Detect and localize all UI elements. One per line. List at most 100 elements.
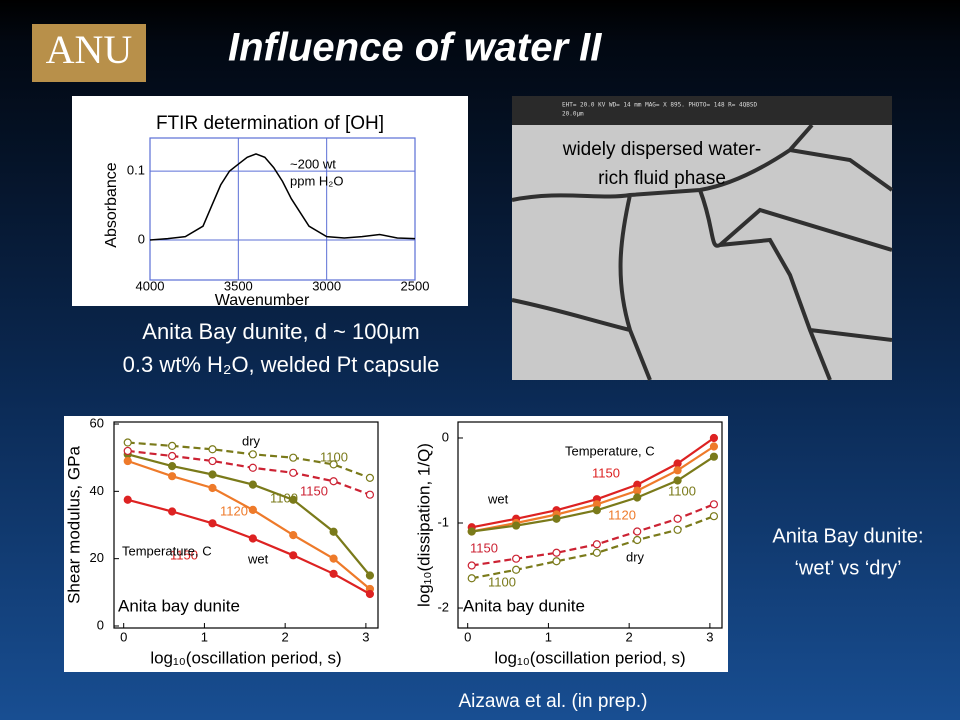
data-point	[329, 554, 338, 563]
data-point	[673, 514, 682, 523]
x-tick-label: 3000	[312, 278, 341, 293]
y-tick-label: 40	[90, 483, 104, 498]
x-tick-label: 1	[545, 629, 552, 644]
x-tick-label: 3	[706, 629, 713, 644]
sem-info-bar	[512, 96, 892, 125]
annotation: dry	[242, 433, 261, 448]
side-text: Anita Bay dunite:	[772, 525, 923, 547]
annotation: Temperature, C	[122, 543, 212, 558]
y-tick-label: 0	[138, 231, 145, 246]
annotation: 1100	[488, 574, 516, 589]
data-point	[592, 548, 601, 557]
data-point	[552, 548, 561, 557]
y-axis-label: Absorbance	[103, 162, 120, 247]
data-point	[552, 514, 561, 523]
ftir-panel	[72, 96, 468, 306]
sem-caption: rich fluid phase	[598, 168, 726, 189]
data-point	[365, 473, 375, 482]
data-point	[552, 557, 561, 566]
data-point	[123, 446, 132, 456]
data-point	[633, 486, 642, 495]
data-point	[329, 460, 338, 469]
annotation: wet	[247, 551, 269, 566]
data-point	[633, 493, 642, 502]
data-point	[467, 527, 476, 536]
plot-frame	[457, 421, 723, 629]
annotation: Anita bay dunite	[463, 596, 585, 615]
x-tick-label: 0	[464, 629, 471, 644]
data-point	[248, 505, 257, 514]
plot-title: FTIR determination of [OH]	[156, 113, 384, 134]
data-point	[467, 561, 476, 570]
annotation: 1100	[320, 449, 348, 464]
data-point	[208, 470, 217, 479]
y-tick-label: 0	[97, 617, 104, 632]
data-point	[512, 565, 521, 574]
x-tick-label: 3500	[224, 278, 253, 293]
data-point	[673, 459, 682, 468]
annotation: 1120	[220, 503, 248, 518]
data-point	[592, 540, 601, 549]
x-axis-label: Wavenumber	[215, 292, 310, 309]
data-point	[709, 500, 719, 509]
side-text: ‘wet’ vs ‘dry’	[794, 557, 901, 579]
data-point	[289, 530, 298, 540]
x-tick-label: 1	[201, 629, 208, 644]
data-point	[208, 445, 217, 454]
x-tick-label: 2	[626, 629, 633, 644]
data-point	[289, 495, 298, 504]
data-point	[208, 456, 217, 466]
sample-caption: Anita Bay dunite, d ~ 100µm	[142, 319, 419, 344]
data-point	[168, 451, 177, 461]
data-point	[633, 535, 642, 545]
data-point	[467, 574, 476, 583]
annotation: 1150	[300, 483, 328, 498]
data-point	[673, 476, 682, 485]
sem-caption: widely dispersed water-	[562, 139, 762, 160]
annotation: Anita bay dunite	[118, 596, 240, 615]
y-tick-label: 60	[90, 415, 104, 430]
x-tick-label: 4000	[136, 278, 165, 293]
data-point	[329, 569, 338, 578]
sem-scale: 20.0µm	[562, 111, 584, 118]
citation: Aizawa et al. (in prep.)	[458, 691, 647, 712]
data-point	[123, 438, 132, 447]
annotation: 1120	[608, 507, 636, 522]
data-point	[289, 551, 298, 560]
data-point	[329, 527, 338, 536]
x-tick-label: 2	[282, 629, 289, 644]
slide-title: Influence of water II	[228, 26, 602, 70]
data-point	[633, 527, 642, 536]
data-point	[248, 480, 257, 489]
x-tick-label: 2500	[401, 278, 430, 293]
data-point	[123, 456, 132, 466]
sem-info: EHT= 20.0 KV WD= 14 mm MAG= X 895. PHOTO…	[562, 102, 757, 109]
data-point	[709, 442, 719, 451]
x-axis-label: log₁₀(oscillation period, s)	[494, 648, 685, 667]
data-point	[365, 571, 375, 580]
annotation: dry	[626, 549, 645, 564]
data-point	[248, 463, 257, 472]
annotation: 1150	[592, 465, 620, 480]
logo-box	[32, 24, 146, 82]
data-point	[365, 589, 375, 599]
data-point	[709, 433, 719, 443]
data-point	[208, 483, 217, 493]
y-tick-label: -1	[437, 514, 449, 529]
annotation: 1150	[470, 540, 498, 555]
y-tick-label: 0.1	[127, 163, 145, 178]
data-point	[512, 521, 521, 530]
data-point	[673, 525, 682, 534]
logo: ANU	[46, 27, 133, 72]
annotation: 1100	[270, 490, 298, 505]
y-tick-label: 20	[90, 550, 104, 565]
data-point	[208, 519, 217, 528]
sample-caption: 0.3 wt% H₂O, welded Pt capsule	[123, 352, 440, 377]
plot-frame	[149, 137, 416, 281]
data-point	[123, 495, 132, 504]
data-point	[248, 450, 257, 459]
data-point	[709, 452, 719, 461]
annotation: ~200 wt	[290, 156, 336, 171]
data-point	[512, 554, 521, 563]
